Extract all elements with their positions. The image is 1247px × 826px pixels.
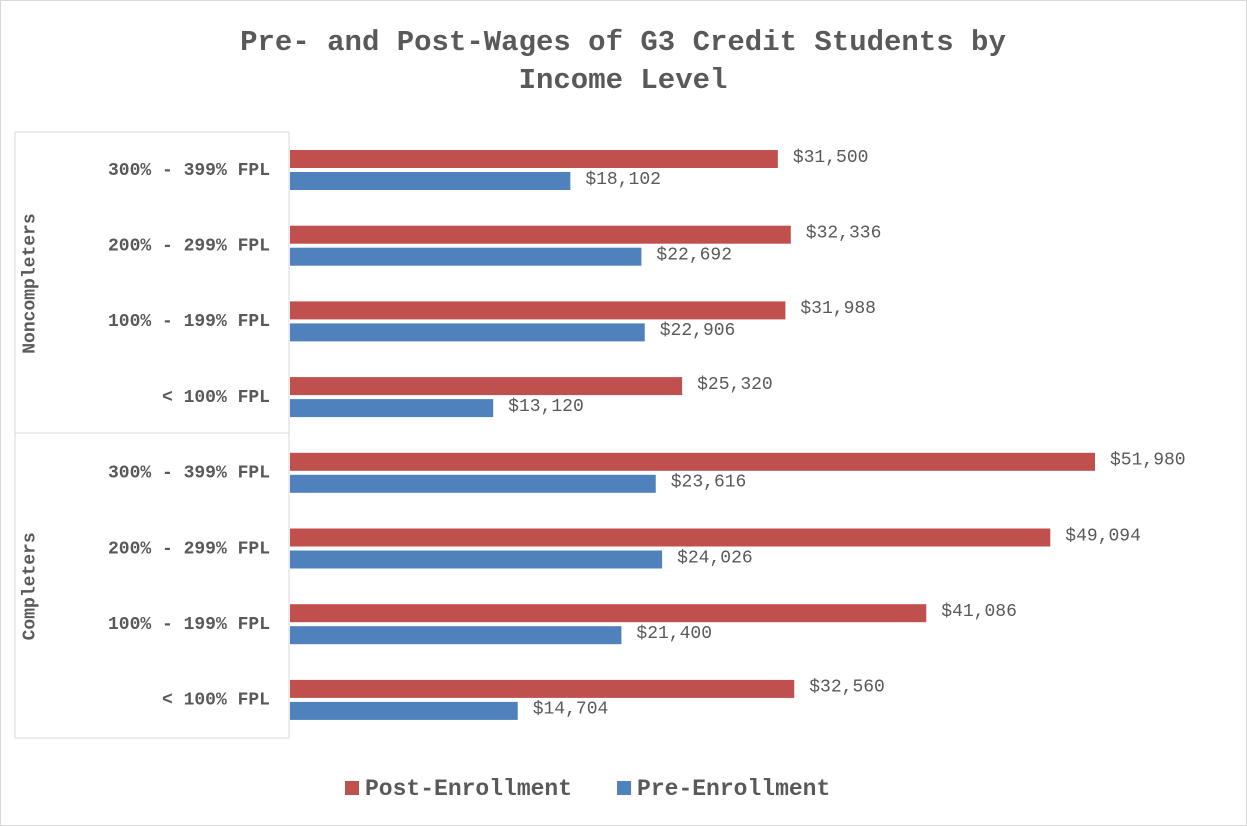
y-tick-label: < 100% FPL <box>162 388 270 408</box>
data-label: $24,026 <box>677 548 753 568</box>
data-label: $21,400 <box>636 624 712 644</box>
data-label: $18,102 <box>585 170 661 190</box>
data-label: $31,500 <box>793 148 869 168</box>
bar <box>290 604 927 623</box>
bar <box>290 701 518 720</box>
bar <box>290 528 1051 547</box>
y-tick-label: 200% - 299% FPL <box>108 539 270 559</box>
data-label: $14,704 <box>533 700 609 720</box>
bar <box>290 399 494 418</box>
legend-swatch <box>617 781 632 795</box>
bar <box>290 323 645 342</box>
data-label: $22,692 <box>656 245 732 265</box>
y-tick-label: 200% - 299% FPL <box>108 236 270 256</box>
data-label: $25,320 <box>697 375 773 395</box>
y-tick-label: 300% - 399% FPL <box>108 161 270 181</box>
y-tick-label: 100% - 199% FPL <box>108 615 270 635</box>
data-label: $51,980 <box>1110 451 1186 471</box>
data-label: $22,906 <box>660 321 736 341</box>
bar <box>290 150 778 168</box>
bar <box>290 172 571 190</box>
data-label: $31,988 <box>800 299 876 319</box>
legend-swatch <box>345 781 359 795</box>
data-label: $49,094 <box>1065 526 1141 546</box>
bar <box>290 301 786 320</box>
data-label: $32,336 <box>806 223 882 243</box>
y-tick-label: 100% - 199% FPL <box>108 312 270 332</box>
data-label: $32,560 <box>809 678 885 698</box>
y-tick-label: 300% - 399% FPL <box>108 464 270 484</box>
bar <box>290 247 642 266</box>
data-label: $13,120 <box>508 397 584 417</box>
bar <box>290 626 622 645</box>
legend-label: Post-Enrollment <box>365 776 572 802</box>
group-label: Noncompleters <box>21 213 41 353</box>
bar <box>290 452 1095 471</box>
bar <box>290 225 791 244</box>
group-label: Completers <box>21 532 41 640</box>
chart-title: Pre- and Post-Wages of G3 Credit Student… <box>240 26 1006 97</box>
bar <box>290 550 663 569</box>
bar <box>290 474 656 493</box>
legend-label: Pre-Enrollment <box>637 776 830 802</box>
bar <box>290 679 795 698</box>
data-label: $23,616 <box>671 473 747 493</box>
y-tick-label: < 100% FPL <box>162 691 270 711</box>
bar <box>290 377 683 396</box>
data-label: $41,086 <box>941 602 1017 622</box>
